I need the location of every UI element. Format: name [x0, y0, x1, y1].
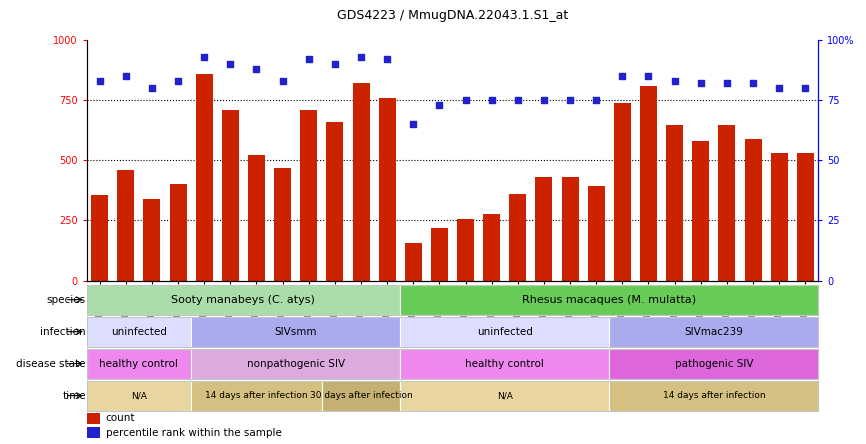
Bar: [326, 122, 344, 281]
Point: [511, 97, 525, 104]
Bar: [378, 98, 396, 281]
Text: disease state: disease state: [16, 359, 86, 369]
Point: [720, 80, 734, 87]
Point: [328, 60, 342, 67]
Point: [772, 84, 786, 91]
Bar: [222, 110, 239, 281]
Bar: [87, 317, 191, 347]
Bar: [196, 74, 213, 281]
Bar: [117, 170, 134, 281]
Point: [171, 77, 185, 84]
Bar: [797, 153, 814, 281]
Bar: [301, 110, 317, 281]
Point: [485, 97, 499, 104]
Bar: [610, 349, 818, 379]
Point: [197, 53, 211, 60]
Bar: [87, 381, 191, 411]
Bar: [191, 381, 322, 411]
Text: percentile rank within the sample: percentile rank within the sample: [106, 428, 281, 438]
Bar: [745, 139, 761, 281]
Point: [563, 97, 577, 104]
Bar: [692, 141, 709, 281]
Bar: [509, 194, 527, 281]
Bar: [404, 243, 422, 281]
Bar: [400, 381, 610, 411]
Bar: [400, 285, 818, 315]
Bar: [170, 184, 186, 281]
Bar: [352, 83, 370, 281]
Text: healthy control: healthy control: [100, 359, 178, 369]
Text: infection: infection: [40, 327, 86, 337]
Text: uninfected: uninfected: [477, 327, 533, 337]
Bar: [719, 125, 735, 281]
Bar: [87, 427, 100, 438]
Text: 14 days after infection: 14 days after infection: [205, 391, 307, 400]
Point: [746, 80, 760, 87]
Point: [145, 84, 158, 91]
Text: uninfected: uninfected: [111, 327, 167, 337]
Text: SIVmac239: SIVmac239: [684, 327, 743, 337]
Bar: [771, 153, 788, 281]
Point: [668, 77, 682, 84]
Bar: [191, 349, 400, 379]
Point: [432, 101, 446, 108]
Text: SIVsmm: SIVsmm: [275, 327, 317, 337]
Bar: [275, 167, 291, 281]
Point: [93, 77, 107, 84]
Text: species: species: [47, 295, 86, 305]
Point: [406, 121, 420, 128]
Bar: [400, 317, 610, 347]
Point: [302, 56, 316, 63]
Text: nonpathogenic SIV: nonpathogenic SIV: [247, 359, 345, 369]
Bar: [588, 186, 604, 281]
Bar: [610, 381, 818, 411]
Point: [537, 97, 551, 104]
Text: Rhesus macaques (M. mulatta): Rhesus macaques (M. mulatta): [522, 295, 696, 305]
Text: pathogenic SIV: pathogenic SIV: [675, 359, 753, 369]
Bar: [614, 103, 630, 281]
Bar: [144, 199, 160, 281]
Point: [223, 60, 237, 67]
Text: GDS4223 / MmugDNA.22043.1.S1_at: GDS4223 / MmugDNA.22043.1.S1_at: [337, 9, 568, 22]
Text: 30 days after infection: 30 days after infection: [310, 391, 412, 400]
Bar: [87, 349, 191, 379]
Point: [249, 65, 263, 72]
Bar: [666, 125, 683, 281]
Bar: [248, 155, 265, 281]
Text: N/A: N/A: [131, 391, 147, 400]
Point: [642, 72, 656, 79]
Point: [119, 72, 132, 79]
Bar: [561, 177, 578, 281]
Text: time: time: [62, 391, 86, 400]
Point: [798, 84, 812, 91]
Point: [616, 72, 630, 79]
Bar: [87, 413, 100, 424]
Point: [380, 56, 394, 63]
Bar: [610, 317, 818, 347]
Bar: [322, 381, 400, 411]
Point: [275, 77, 289, 84]
Point: [354, 53, 368, 60]
Point: [459, 97, 473, 104]
Point: [694, 80, 708, 87]
Bar: [87, 285, 400, 315]
Bar: [535, 177, 553, 281]
Bar: [640, 86, 657, 281]
Text: Sooty manabeys (C. atys): Sooty manabeys (C. atys): [171, 295, 315, 305]
Point: [589, 97, 603, 104]
Bar: [400, 349, 610, 379]
Bar: [483, 214, 501, 281]
Text: count: count: [106, 413, 135, 423]
Bar: [431, 228, 448, 281]
Text: healthy control: healthy control: [465, 359, 544, 369]
Bar: [91, 195, 108, 281]
Text: 14 days after infection: 14 days after infection: [662, 391, 766, 400]
Text: N/A: N/A: [497, 391, 513, 400]
Bar: [457, 219, 474, 281]
Bar: [191, 317, 400, 347]
